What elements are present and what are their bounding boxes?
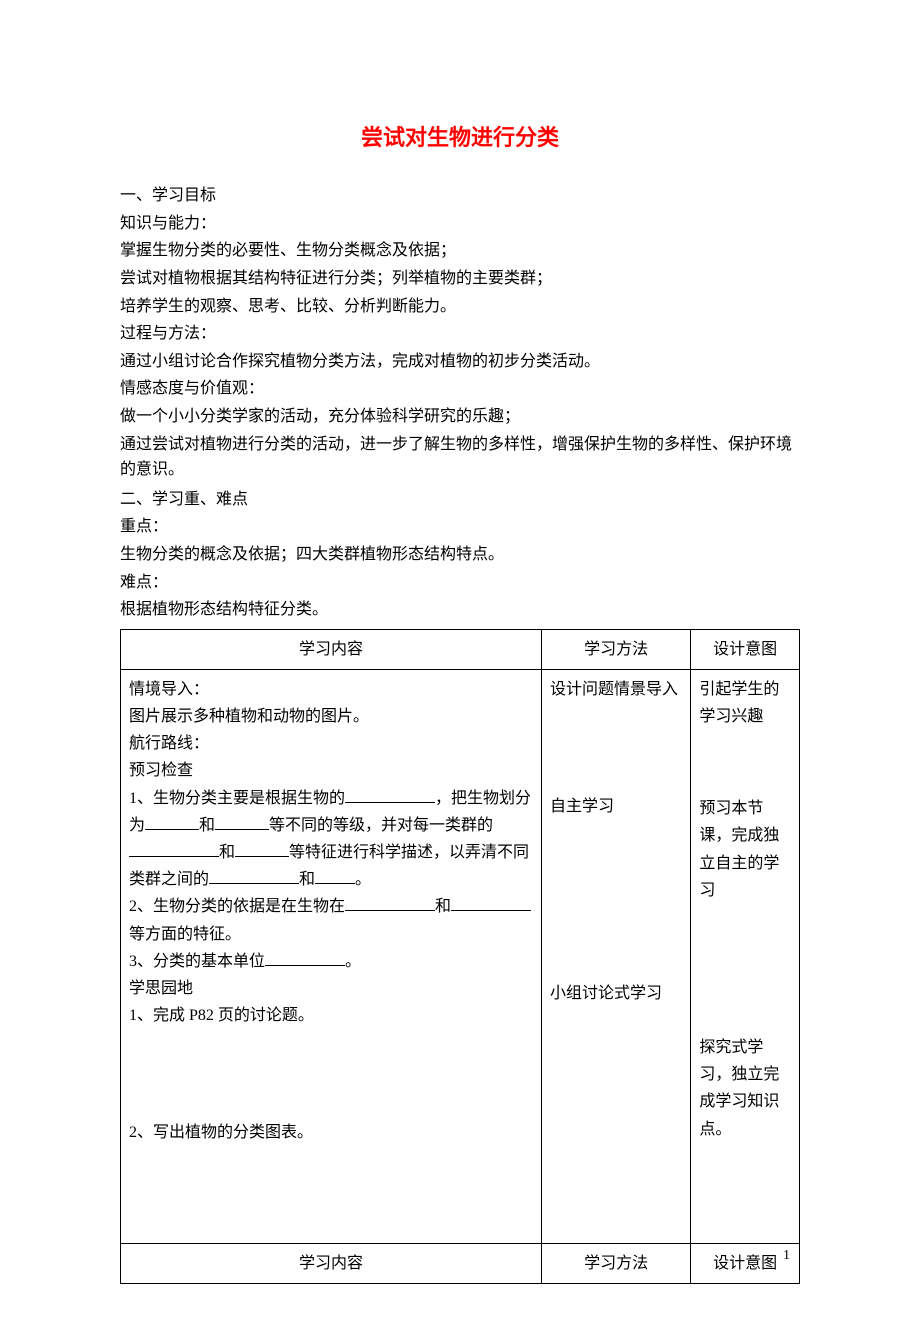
key-line: 生物分类的概念及依据；四大类群植物形态结构特点。: [120, 542, 800, 568]
col-header-intent: 设计意图: [691, 629, 800, 669]
table-header-row: 学习内容 学习方法 设计意图: [121, 629, 800, 669]
content-line: 1、完成 P82 页的讨论题。: [129, 1002, 533, 1029]
objective-line: 通过小组讨论合作探究植物分类方法，完成对植物的初步分类活动。: [120, 349, 800, 375]
difficult-line: 根据植物形态结构特征分类。: [120, 597, 800, 623]
objective-line: 掌握生物分类的必要性、生物分类概念及依据；: [120, 238, 800, 264]
lesson-table: 学习内容 学习方法 设计意图 情境导入： 图片展示多种植物和动物的图片。 航行路…: [120, 629, 800, 1284]
table-row: 情境导入： 图片展示多种植物和动物的图片。 航行路线： 预习检查 1、生物分类主…: [121, 669, 800, 1243]
cell-content: 情境导入： 图片展示多种植物和动物的图片。 航行路线： 预习检查 1、生物分类主…: [121, 669, 542, 1243]
objective-line: 尝试对植物根据其结构特征进行分类；列举植物的主要类群；: [120, 266, 800, 292]
content-line: 预习检查: [129, 757, 533, 784]
content-line: 情境导入：: [129, 676, 533, 703]
intent-line: 预习本节课，完成独立自主的学习: [699, 795, 791, 904]
col-header-method: 学习方法: [541, 629, 690, 669]
intent-line: 引起学生的学习兴趣: [699, 676, 791, 730]
method-line: 设计问题情景导入: [550, 676, 682, 703]
content-line: 2、写出植物的分类图表。: [129, 1119, 533, 1146]
document-title: 尝试对生物进行分类: [120, 120, 800, 155]
subheading-process: 过程与方法：: [120, 321, 800, 347]
col-header-content: 学习内容: [121, 629, 542, 669]
fill-blank[interactable]: [215, 829, 269, 830]
fill-blank[interactable]: [265, 965, 345, 966]
subheading-knowledge: 知识与能力：: [120, 211, 800, 237]
content-line: 学思园地: [129, 975, 533, 1002]
table-header-row-bottom: 学习内容 学习方法 设计意图: [121, 1243, 800, 1283]
content-fill-line: 1、生物分类主要是根据生物的，把生物划分为和等不同的等级，并对每一类群的和等特征…: [129, 785, 533, 894]
cell-intent: 引起学生的学习兴趣 预习本节课，完成独立自主的学习 探究式学习，独立完成学习知识…: [691, 669, 800, 1243]
subheading-key: 重点：: [120, 514, 800, 540]
fill-blank[interactable]: [451, 910, 531, 911]
fill-blank[interactable]: [209, 883, 299, 884]
objective-line: 做一个小小分类学家的活动，充分体验科学研究的乐趣；: [120, 404, 800, 430]
objective-line: 培养学生的观察、思考、比较、分析判断能力。: [120, 294, 800, 320]
col-header-method: 学习方法: [541, 1243, 690, 1283]
fill-blank[interactable]: [345, 910, 435, 911]
subheading-difficult: 难点：: [120, 570, 800, 596]
method-line: 小组讨论式学习: [550, 980, 682, 1007]
col-header-content: 学习内容: [121, 1243, 542, 1283]
fill-blank[interactable]: [315, 883, 355, 884]
heading-key-difficult: 二、学习重、难点: [120, 487, 800, 513]
fill-blank[interactable]: [145, 829, 199, 830]
page-number: 1: [783, 1245, 790, 1267]
objective-line: 通过尝试对植物进行分类的活动，进一步了解生物的多样性，增强保护生物的多样性、保护…: [120, 432, 800, 483]
cell-method: 设计问题情景导入 自主学习 小组讨论式学习: [541, 669, 690, 1243]
content-line: 图片展示多种植物和动物的图片。: [129, 703, 533, 730]
subheading-attitude: 情感态度与价值观：: [120, 376, 800, 402]
fill-blank[interactable]: [235, 856, 289, 857]
fill-blank[interactable]: [129, 856, 219, 857]
intent-line: 探究式学习，独立完成学习知识点。: [699, 1034, 791, 1143]
fill-blank[interactable]: [345, 802, 435, 803]
heading-objectives: 一、学习目标: [120, 183, 800, 209]
content-fill-line: 2、生物分类的依据是在生物在和等方面的特征。: [129, 893, 533, 947]
method-line: 自主学习: [550, 793, 682, 820]
content-fill-line: 3、分类的基本单位。: [129, 948, 533, 975]
content-line: 航行路线：: [129, 730, 533, 757]
